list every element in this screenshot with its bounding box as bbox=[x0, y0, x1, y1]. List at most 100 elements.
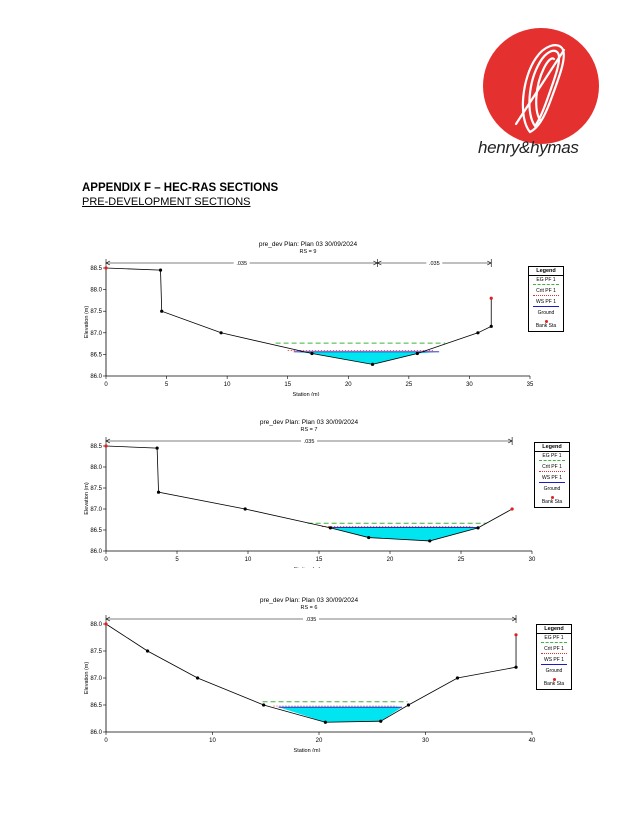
ground-point bbox=[514, 665, 518, 669]
ground-point bbox=[367, 535, 371, 540]
mannings-label-bg bbox=[303, 616, 320, 622]
ground-point bbox=[370, 362, 375, 366]
y-tick-label: 88.0 bbox=[90, 288, 102, 294]
ground-line bbox=[105, 267, 492, 365]
legend-ground: Ground bbox=[537, 310, 555, 316]
ground-line bbox=[105, 623, 517, 723]
x-tick-label: 0 bbox=[104, 382, 108, 388]
x-tick-label: 10 bbox=[209, 738, 216, 744]
section-subtitle: PRE-DEVELOPMENT SECTIONS bbox=[82, 196, 251, 208]
ground-point bbox=[476, 526, 480, 530]
legend-eg: EG PF 1 bbox=[537, 634, 571, 645]
legend-ws: WS PF 1 bbox=[537, 656, 571, 667]
y-axis-label: Elevation (m) bbox=[84, 482, 90, 515]
legend-title: Legend bbox=[537, 625, 571, 634]
ground-point bbox=[158, 268, 163, 272]
appendix-title: APPENDIX F – HEC-RAS SECTIONS bbox=[82, 182, 279, 194]
ground-point bbox=[262, 703, 266, 707]
x-tick-label: 30 bbox=[422, 738, 429, 744]
legend-crit: Crit PF 1 bbox=[537, 645, 571, 656]
x-tick-label: 20 bbox=[387, 557, 394, 563]
ground-point bbox=[428, 539, 432, 543]
x-tick-label: 10 bbox=[224, 382, 231, 388]
x-tick-label: 0 bbox=[104, 738, 108, 744]
legend-crit: Crit PF 1 bbox=[535, 463, 569, 474]
y-tick-label: 87.5 bbox=[90, 649, 102, 655]
y-tick-label: 88.5 bbox=[90, 266, 102, 272]
cross-section-chart-rs9: pre_dev Plan: Plan 03 30/09/2024 RS = 9 0 5… bbox=[0, 236, 637, 398]
y-tick-label: 87.5 bbox=[90, 486, 102, 492]
x-tick-label: 40 bbox=[529, 738, 536, 744]
x-axis-label: Station (m) bbox=[293, 392, 320, 396]
ground-point bbox=[415, 351, 419, 356]
brand-name: henry&hymas bbox=[478, 138, 579, 157]
ground-point bbox=[476, 331, 480, 335]
y-tick-label: 87.5 bbox=[90, 309, 102, 315]
x-tick-label: 25 bbox=[406, 382, 413, 388]
mannings-n-label: .035 bbox=[236, 261, 247, 267]
x-tick-label: 5 bbox=[165, 382, 169, 388]
water-surface-fill bbox=[328, 527, 480, 541]
x-tick-label: 30 bbox=[466, 382, 473, 388]
bank-station-point bbox=[510, 507, 514, 511]
ground-point bbox=[195, 676, 200, 680]
ground-point bbox=[323, 720, 327, 724]
ground-point bbox=[406, 703, 411, 707]
legend-eg: EG PF 1 bbox=[535, 452, 569, 463]
y-axis-label: Elevation (m) bbox=[84, 306, 90, 339]
y-tick-label: 86.0 bbox=[90, 374, 102, 380]
y-tick-label: 86.0 bbox=[90, 730, 102, 736]
legend-bank-sta: Bank Sta bbox=[537, 676, 571, 689]
legend-bank-sta: Bank Sta bbox=[529, 318, 563, 331]
bank-station-point bbox=[514, 633, 518, 637]
legend-ground: Ground bbox=[543, 486, 561, 492]
mannings-label-bg bbox=[426, 260, 443, 266]
y-tick-label: 87.0 bbox=[90, 676, 102, 682]
x-tick-label: 35 bbox=[527, 382, 534, 388]
ground-point bbox=[156, 490, 161, 494]
x-tick-label: 5 bbox=[175, 557, 179, 563]
y-tick-label: 86.5 bbox=[90, 352, 102, 358]
ground-point bbox=[379, 719, 383, 723]
chart-title: pre_dev Plan: Plan 03 30/09/2024 bbox=[260, 597, 359, 604]
rs-label: RS = 6 bbox=[301, 605, 318, 611]
y-tick-label: 88.5 bbox=[90, 444, 102, 450]
legend-title: Legend bbox=[535, 443, 569, 452]
cross-section-chart-rs6: pre_dev Plan: Plan 03 30/09/2024 RS = 6 0 1… bbox=[0, 592, 637, 754]
ground-point bbox=[310, 351, 314, 356]
x-tick-label: 20 bbox=[345, 382, 352, 388]
y-tick-label: 87.0 bbox=[90, 507, 102, 513]
y-tick-label: 87.0 bbox=[90, 331, 102, 337]
mannings-label-bg bbox=[233, 260, 250, 266]
legend-ws: WS PF 1 bbox=[535, 474, 569, 485]
mannings-n-label: .035 bbox=[429, 261, 440, 267]
y-tick-label: 86.5 bbox=[90, 528, 102, 534]
ground-point bbox=[243, 507, 247, 511]
x-axis-label: Station (m) bbox=[294, 748, 321, 752]
x-tick-label: 0 bbox=[104, 557, 108, 563]
chart-legend: Legend EG PF 1 Crit PF 1 WS PF 1 Ground … bbox=[528, 266, 564, 332]
rs-label: RS = 7 bbox=[301, 427, 318, 433]
mannings-n-label: .035 bbox=[306, 617, 317, 623]
x-tick-label: 15 bbox=[284, 382, 291, 388]
ground-point bbox=[155, 446, 159, 450]
chart-title: pre_dev Plan: Plan 03 30/09/2024 bbox=[260, 419, 359, 426]
x-tick-label: 20 bbox=[316, 738, 323, 744]
water-surface-fill bbox=[278, 707, 403, 723]
x-tick-label: 10 bbox=[245, 557, 252, 563]
water-surface-fill bbox=[293, 351, 440, 365]
x-axis-label: Station (m) bbox=[294, 567, 321, 568]
legend-eg: EG PF 1 bbox=[529, 276, 563, 287]
bank-station-point bbox=[104, 266, 108, 270]
ground-point bbox=[219, 331, 223, 335]
y-tick-label: 88.0 bbox=[90, 622, 102, 628]
ground-point bbox=[160, 309, 164, 313]
y-tick-label: 86.0 bbox=[90, 549, 102, 555]
bank-station-point bbox=[104, 622, 108, 626]
mannings-n-label: .035 bbox=[304, 439, 315, 445]
y-tick-label: 88.0 bbox=[90, 465, 102, 471]
legend-bank-sta: Bank Sta bbox=[535, 494, 569, 507]
